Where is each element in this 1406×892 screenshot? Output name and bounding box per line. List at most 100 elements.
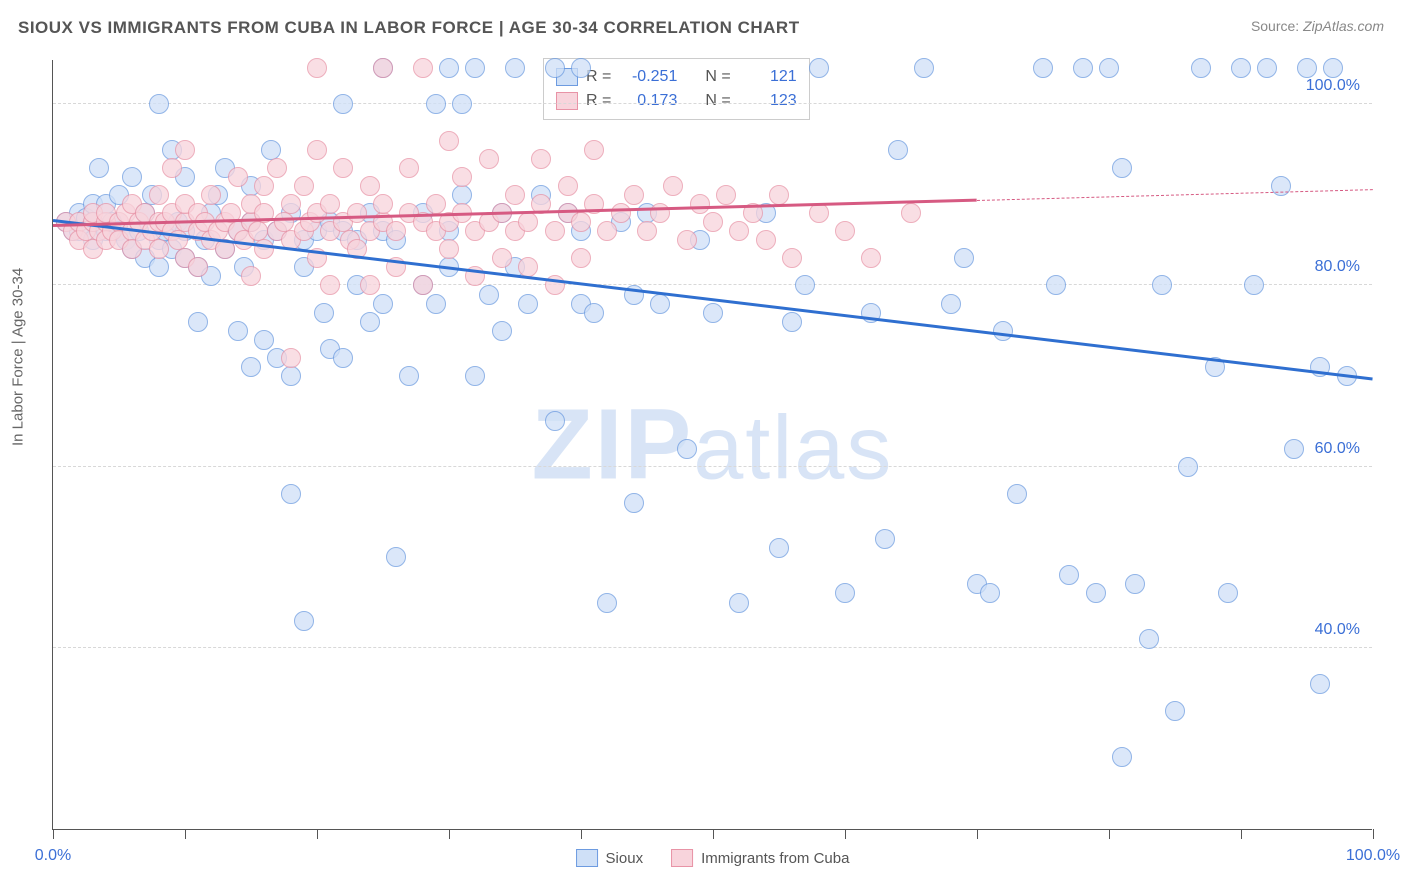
data-point-sioux <box>386 547 406 567</box>
data-point-cuba <box>426 194 446 214</box>
data-point-cuba <box>663 176 683 196</box>
data-point-sioux <box>941 294 961 314</box>
data-point-cuba <box>281 194 301 214</box>
gridline-horizontal <box>53 647 1372 648</box>
data-point-cuba <box>294 176 314 196</box>
legend-n-label: N = <box>705 68 730 86</box>
data-point-cuba <box>901 203 921 223</box>
data-point-sioux <box>1033 58 1053 78</box>
source-attribution: Source: ZipAtlas.com <box>1251 18 1384 34</box>
data-point-sioux <box>584 303 604 323</box>
data-point-cuba <box>267 158 287 178</box>
data-point-cuba <box>320 194 340 214</box>
legend-n-value: 121 <box>739 68 797 86</box>
data-point-cuba <box>439 239 459 259</box>
x-tick <box>713 829 714 839</box>
data-point-cuba <box>241 266 261 286</box>
data-point-sioux <box>254 330 274 350</box>
data-point-sioux <box>492 321 512 341</box>
data-point-cuba <box>624 185 644 205</box>
y-tick-label: 40.0% <box>1315 621 1360 639</box>
data-point-cuba <box>386 221 406 241</box>
data-point-sioux <box>465 58 485 78</box>
data-point-cuba <box>531 149 551 169</box>
data-point-sioux <box>505 58 525 78</box>
data-point-sioux <box>914 58 934 78</box>
legend-n-value: 123 <box>739 92 797 110</box>
data-point-cuba <box>373 194 393 214</box>
data-point-sioux <box>261 140 281 160</box>
data-point-sioux <box>1284 439 1304 459</box>
data-point-cuba <box>254 176 274 196</box>
legend-r-value: -0.251 <box>619 68 677 86</box>
data-point-sioux <box>1310 674 1330 694</box>
data-point-cuba <box>650 203 670 223</box>
watermark: ZIPatlas <box>532 387 894 502</box>
data-point-sioux <box>1059 565 1079 585</box>
data-point-sioux <box>888 140 908 160</box>
data-point-sioux <box>314 303 334 323</box>
x-tick <box>185 829 186 839</box>
data-point-sioux <box>149 257 169 277</box>
data-point-sioux <box>782 312 802 332</box>
data-point-sioux <box>241 357 261 377</box>
data-point-cuba <box>439 131 459 151</box>
data-point-sioux <box>439 58 459 78</box>
series-legend: SiouxImmigrants from Cuba <box>576 849 850 867</box>
data-point-sioux <box>1244 275 1264 295</box>
y-tick-label: 60.0% <box>1315 440 1360 458</box>
x-tick <box>581 829 582 839</box>
data-point-sioux <box>1112 158 1132 178</box>
data-point-cuba <box>307 140 327 160</box>
data-point-cuba <box>782 248 802 268</box>
data-point-sioux <box>1125 574 1145 594</box>
data-point-sioux <box>294 611 314 631</box>
data-point-sioux <box>769 538 789 558</box>
data-point-cuba <box>703 212 723 232</box>
data-point-cuba <box>274 212 294 232</box>
data-point-cuba <box>188 257 208 277</box>
data-point-sioux <box>1257 58 1277 78</box>
data-point-sioux <box>1231 58 1251 78</box>
scatter-plot-area: ZIPatlas R =-0.251N =121R =0.173N =123 S… <box>52 60 1372 830</box>
watermark-part-a: ZIP <box>532 388 694 500</box>
data-point-cuba <box>360 275 380 295</box>
data-point-cuba <box>254 239 274 259</box>
data-point-sioux <box>518 294 538 314</box>
data-point-sioux <box>426 94 446 114</box>
data-point-sioux <box>703 303 723 323</box>
x-tick <box>317 829 318 839</box>
data-point-cuba <box>201 185 221 205</box>
data-point-cuba <box>769 185 789 205</box>
data-point-cuba <box>637 221 657 241</box>
data-point-cuba <box>320 275 340 295</box>
legend-swatch <box>671 849 693 867</box>
legend-swatch <box>576 849 598 867</box>
x-tick <box>449 829 450 839</box>
data-point-sioux <box>835 583 855 603</box>
data-point-sioux <box>1323 58 1343 78</box>
data-point-cuba <box>729 221 749 241</box>
data-point-cuba <box>413 58 433 78</box>
data-point-cuba <box>690 194 710 214</box>
data-point-sioux <box>1046 275 1066 295</box>
data-point-cuba <box>558 176 578 196</box>
data-point-cuba <box>333 158 353 178</box>
data-point-sioux <box>479 285 499 305</box>
data-point-sioux <box>452 185 472 205</box>
data-point-sioux <box>1165 701 1185 721</box>
data-point-sioux <box>373 294 393 314</box>
data-point-sioux <box>360 312 380 332</box>
data-point-sioux <box>795 275 815 295</box>
watermark-part-b: atlas <box>693 398 893 498</box>
gridline-horizontal <box>53 103 1372 104</box>
data-point-cuba <box>571 212 591 232</box>
data-point-sioux <box>993 321 1013 341</box>
data-point-cuba <box>360 176 380 196</box>
data-point-cuba <box>756 230 776 250</box>
data-point-sioux <box>1112 747 1132 767</box>
data-point-cuba <box>716 185 736 205</box>
legend-stat-row-cuba: R =0.173N =123 <box>556 89 797 113</box>
data-point-cuba <box>175 140 195 160</box>
x-tick <box>1241 829 1242 839</box>
